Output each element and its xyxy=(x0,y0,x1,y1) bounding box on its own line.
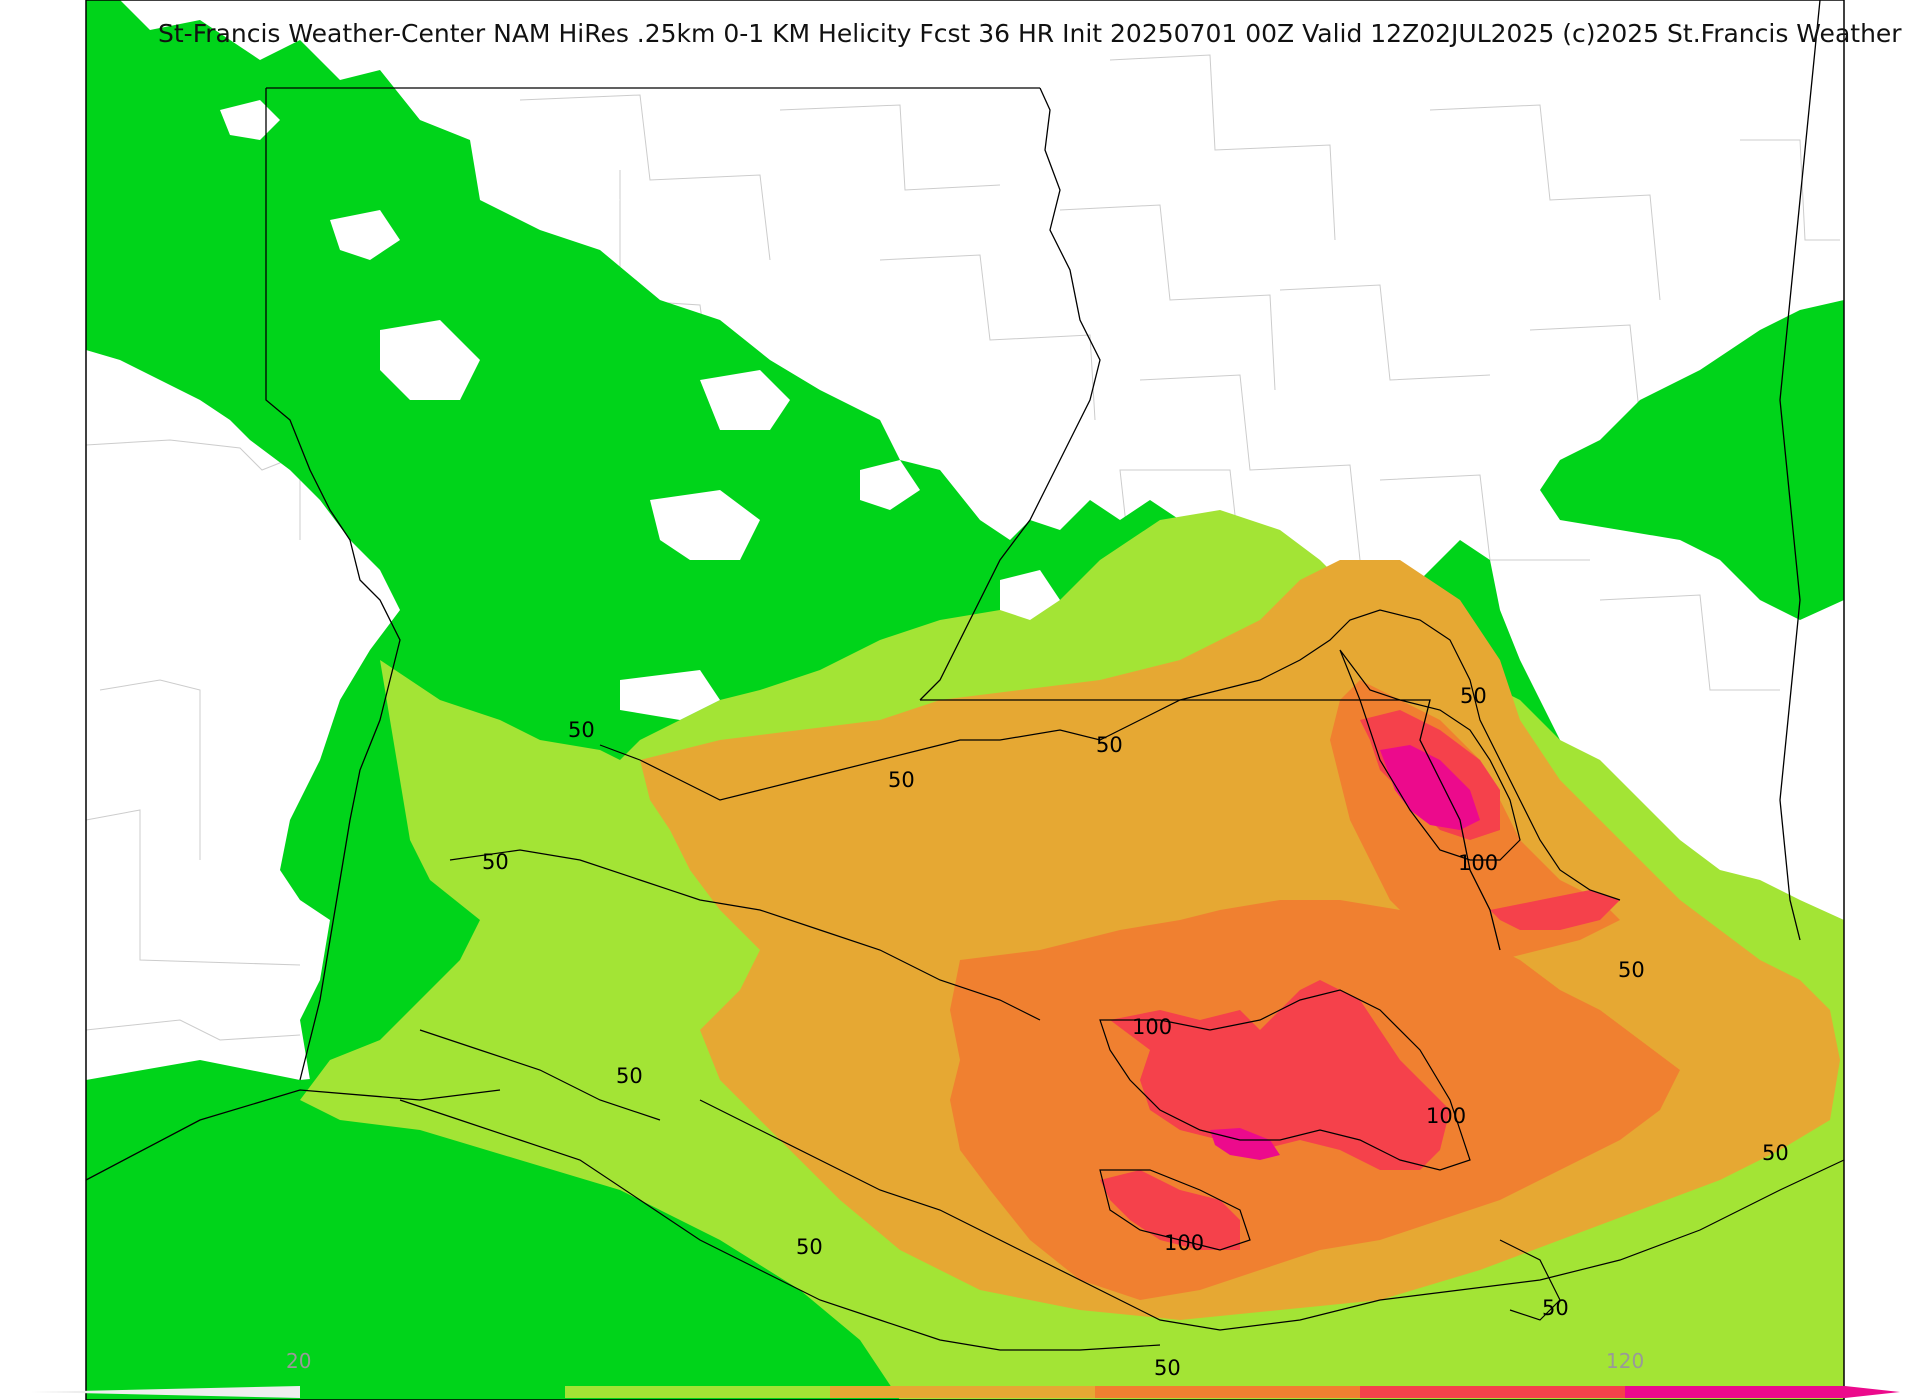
contour-label: 50 xyxy=(482,850,509,874)
colorbar-left-arrow xyxy=(30,1386,300,1398)
contour-label: 50 xyxy=(888,768,915,792)
colorbar-right-arrow xyxy=(1845,1386,1900,1398)
helicity-fill-120-150-e xyxy=(1490,890,1620,930)
contour-labels: 50 50 50 50 50 100 50 100 100 50 50 100 … xyxy=(482,684,1789,1380)
colorbar-segment xyxy=(1095,1386,1360,1398)
colorbar-segment xyxy=(1625,1386,1845,1398)
colorbar: 20 120 xyxy=(30,1349,1900,1398)
white-gaps xyxy=(220,100,1830,860)
contour-label: 50 xyxy=(1154,1356,1181,1380)
contour-label: 100 xyxy=(1458,851,1498,875)
contour-label: 100 xyxy=(1426,1104,1466,1128)
colorbar-min-label: 20 xyxy=(286,1349,311,1373)
contour-label: 50 xyxy=(616,1064,643,1088)
colorbar-max-label: 120 xyxy=(1606,1349,1644,1373)
helicity-fill-150-plus-s xyxy=(1210,1128,1280,1160)
helicity-fill-20-50-sw xyxy=(86,1060,920,1400)
contour-label: 100 xyxy=(1132,1015,1172,1039)
map-title: St-Francis Weather-Center NAM HiRes .25k… xyxy=(158,19,1902,48)
contour-label: 50 xyxy=(796,1235,823,1259)
helicity-fill-20-50-ne xyxy=(1540,300,1844,620)
contour-label: 50 xyxy=(1618,958,1645,982)
colorbar-segment xyxy=(565,1386,830,1398)
colorbar-segment xyxy=(300,1386,565,1398)
helicity-fill-120-150-s xyxy=(1100,1170,1240,1250)
colorbar-segment xyxy=(830,1386,1095,1398)
map-frame xyxy=(85,0,1845,1400)
contour-label: 50 xyxy=(1460,684,1487,708)
colorbar-segment xyxy=(1360,1386,1625,1398)
contour-label: 50 xyxy=(1762,1141,1789,1165)
helicity-contours xyxy=(399,609,1844,1351)
contour-label: 100 xyxy=(1164,1231,1204,1255)
contour-label: 50 xyxy=(1096,733,1123,757)
contour-label: 50 xyxy=(568,718,595,742)
contour-label: 50 xyxy=(1542,1296,1569,1320)
